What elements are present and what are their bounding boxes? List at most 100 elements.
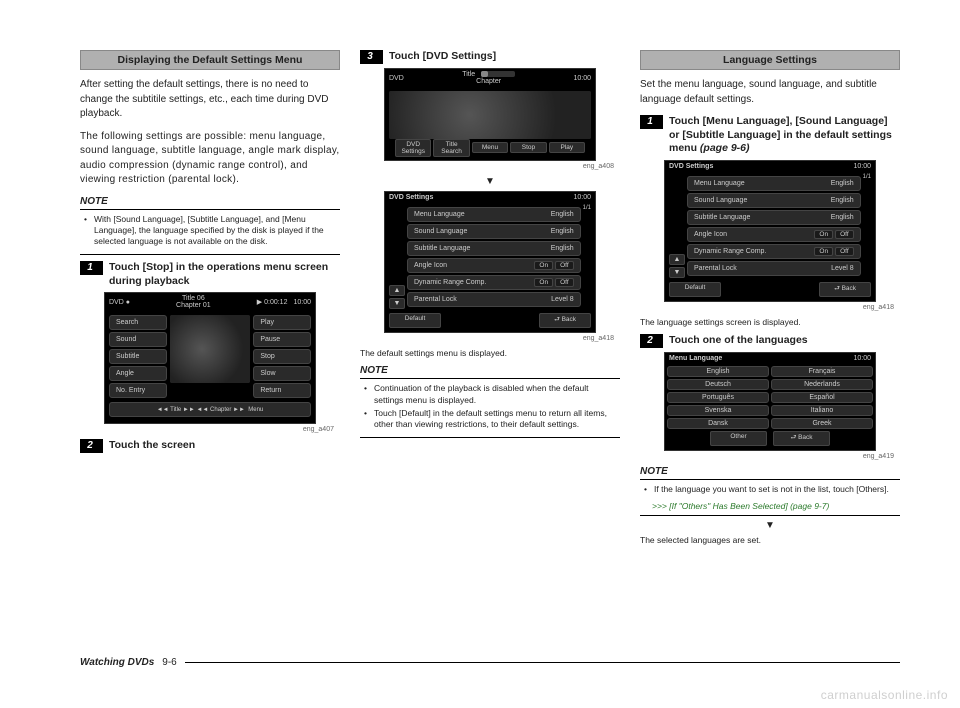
- ss-caption: eng_a407: [80, 426, 334, 433]
- ss-btn-row: DVD Settings Title Search Menu Stop Play: [389, 141, 591, 154]
- ss-btn: Title Search: [433, 139, 469, 157]
- lang-cell: Português: [667, 392, 769, 403]
- back-btn: ⮐ Back: [773, 431, 830, 446]
- ss-footer: Default ⮐ Back: [665, 282, 875, 301]
- step-num: 3: [360, 50, 383, 64]
- ss-btn: DVD Settings: [395, 139, 431, 157]
- ss-body: ▲ ▼ Menu LanguageEnglish Sound LanguageE…: [665, 172, 875, 282]
- note-item: With [Sound Language], [Subtitle Languag…: [88, 214, 340, 248]
- section-header: Language Settings: [640, 50, 900, 70]
- lang-cell: Dansk: [667, 418, 769, 429]
- note-item: Touch [Default] in the default settings …: [368, 408, 620, 431]
- ss-topbar: Menu Language 10:00: [665, 353, 875, 364]
- ss-disc: DVD ●: [109, 299, 130, 306]
- back-btn: ⮐ Back: [819, 282, 871, 297]
- step-text: Touch [DVD Settings]: [389, 50, 620, 64]
- ss-clock: 10:00: [293, 299, 311, 306]
- ss-clock: 10:00: [853, 163, 871, 170]
- screenshot-a408: DVD Title Chapter 10:00 DVD Settings Tit…: [384, 68, 596, 161]
- lang-cell: Greek: [771, 418, 873, 429]
- page-ref: (page 9-6): [700, 142, 750, 154]
- ss-caption: eng_a418: [640, 304, 894, 311]
- note-label: NOTE: [640, 466, 668, 477]
- step-num: 2: [640, 334, 663, 348]
- ss-title: Menu Language: [669, 355, 722, 362]
- step-text: Touch the screen: [109, 439, 340, 453]
- para-2: The following settings are possible: men…: [80, 130, 340, 188]
- settings-row: Parental LockLevel 8: [407, 292, 581, 307]
- ss-mid-image: [170, 313, 251, 400]
- ss-btn: Pause: [253, 332, 311, 347]
- step-1: 1 Touch [Menu Language], [Sound Language…: [640, 115, 900, 156]
- ss-caption: eng_a408: [360, 163, 614, 170]
- note-rule-end: [80, 254, 340, 255]
- settings-row: Sound LanguageEnglish: [407, 224, 581, 239]
- screenshot-a418b: DVD Settings 10:00 ▲ ▼ Menu LanguageEngl…: [664, 160, 876, 302]
- note-label: NOTE: [80, 196, 108, 207]
- columns: Displaying the Default Settings Menu Aft…: [80, 50, 900, 552]
- ss-btn: Subtitle: [109, 349, 167, 364]
- ss-btn: Return: [253, 383, 311, 398]
- down-icon: ▼: [669, 267, 685, 278]
- ss-btn: Play: [549, 142, 585, 153]
- page: Displaying the Default Settings Menu Aft…: [0, 0, 960, 572]
- ss-body: Search Sound Subtitle Angle No. Entry Pl…: [105, 311, 315, 423]
- lang-cell: English: [667, 366, 769, 377]
- ss-clock: 10:00: [573, 75, 591, 82]
- step-3: 3 Touch [DVD Settings]: [360, 50, 620, 64]
- settings-row: Dynamic Range Comp.OnOff: [407, 275, 581, 290]
- ss-body: ▲ ▼ Menu LanguageEnglish Sound LanguageE…: [385, 203, 595, 313]
- ss-btn: Play: [253, 315, 311, 330]
- toggle: OnOff: [534, 278, 573, 287]
- ss-body: DVD Settings Title Search Menu Stop Play: [385, 87, 595, 160]
- default-btn: Default: [389, 313, 441, 328]
- ss-btn: Stop: [253, 349, 311, 364]
- settings-row: Parental LockLevel 8: [687, 261, 861, 276]
- para-1: Set the menu language, sound language, a…: [640, 78, 900, 107]
- note-rule: [360, 378, 620, 379]
- screenshot-a418: DVD Settings 10:00 ▲ ▼ Menu LanguageEngl…: [384, 191, 596, 333]
- footer-rule: [185, 662, 900, 663]
- lang-cell: Svenska: [667, 405, 769, 416]
- settings-row: Menu LanguageEnglish: [687, 176, 861, 191]
- ss-topbar: DVD Settings 10:00: [385, 192, 595, 203]
- step-text: Touch one of the languages: [669, 334, 900, 348]
- ss-footer: Default ⮐ Back: [385, 313, 595, 332]
- ss-btn: Menu: [472, 142, 508, 153]
- caption: The default settings menu is displayed.: [360, 348, 620, 359]
- ss-right-col: Play Pause Stop Slow Return: [253, 313, 311, 400]
- ss-image: [170, 315, 251, 383]
- progress-icon: [481, 71, 515, 77]
- toggle: OnOff: [814, 230, 853, 239]
- settings-row: Angle IconOnOff: [687, 227, 861, 242]
- section-header: Displaying the Default Settings Menu: [80, 50, 340, 70]
- crossref: >>> [If "Others" Has Been Selected] (pag…: [640, 501, 900, 511]
- note-rule: [80, 209, 340, 210]
- watermark: carmanualsonline.info: [821, 688, 948, 702]
- para-1: After setting the default settings, ther…: [80, 78, 340, 122]
- lang-cell: Deutsch: [667, 379, 769, 390]
- note-rule: [640, 479, 900, 480]
- lang-cell: Nederlands: [771, 379, 873, 390]
- ss-time: ▶ 0:00:12: [257, 298, 288, 306]
- settings-row: Subtitle LanguageEnglish: [687, 210, 861, 225]
- ss-caption: eng_a418: [360, 335, 614, 342]
- caption: The selected languages are set.: [640, 535, 900, 546]
- ss-topbar: DVD Settings 10:00: [665, 161, 875, 172]
- note-list: If the language you want to set is not i…: [640, 484, 900, 495]
- ss-title: DVD Settings: [669, 163, 713, 170]
- note-block: NOTE Continuation of the playback is dis…: [360, 365, 620, 438]
- down-icon: ▼: [389, 298, 405, 309]
- footer-section: Watching DVDs: [80, 657, 154, 668]
- column-3: Language Settings Set the menu language,…: [640, 50, 900, 552]
- lang-cell: Français: [771, 366, 873, 377]
- page-indicator: 1/1: [863, 174, 871, 278]
- lang-cell: Italiano: [771, 405, 873, 416]
- note-block: NOTE With [Sound Language], [Subtitle La…: [80, 196, 340, 255]
- other-btn: Other: [710, 431, 767, 446]
- toggle: OnOff: [534, 261, 573, 270]
- note-rule-end: [640, 515, 900, 516]
- caption: The language settings screen is displaye…: [640, 317, 900, 328]
- ss-image: [389, 91, 591, 139]
- up-icon: ▲: [669, 254, 685, 265]
